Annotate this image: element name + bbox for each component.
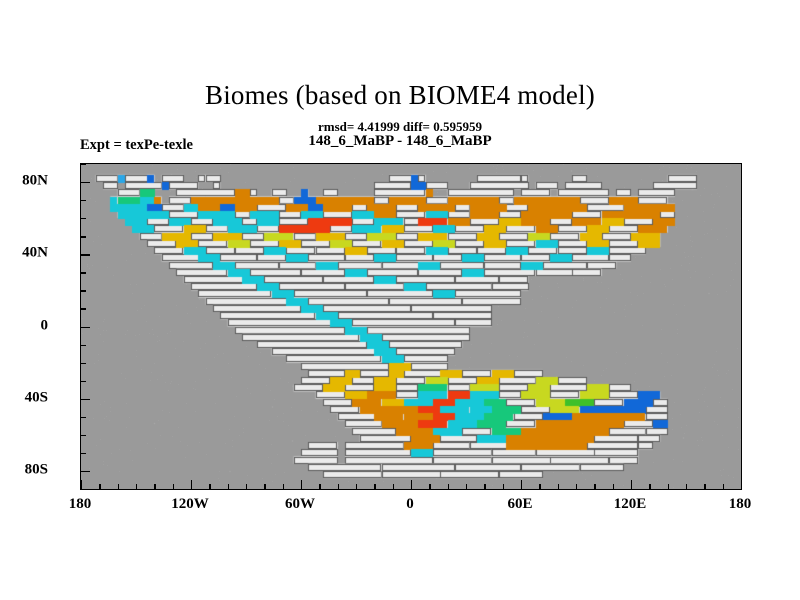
y-minor-tick [81, 272, 86, 274]
x-minor-tick [209, 484, 211, 489]
x-minor-tick [722, 484, 724, 489]
x-minor-tick [539, 484, 541, 489]
x-minor-tick [466, 484, 468, 489]
y-axis-tick-label: 80N [22, 172, 48, 189]
y-axis-tick-label: 40S [24, 389, 48, 406]
x-major-tick [81, 480, 83, 489]
x-minor-tick [392, 484, 394, 489]
x-minor-tick [557, 484, 559, 489]
statistics-annotation: rmsd= 4.41999 diff= 0.595959 [318, 119, 482, 134]
x-minor-tick [686, 484, 688, 489]
y-minor-tick [81, 452, 86, 455]
x-minor-tick [99, 484, 101, 489]
x-minor-tick [227, 484, 229, 489]
x-minor-tick [319, 484, 321, 489]
x-axis-tick-label: 60W [285, 496, 315, 512]
x-major-tick [191, 480, 193, 489]
x-axis-tick-label: 120W [171, 496, 209, 512]
x-minor-tick [447, 484, 449, 489]
y-minor-tick [81, 218, 86, 220]
y-minor-tick [81, 308, 86, 310]
y-major-tick [81, 254, 90, 256]
y-minor-tick [81, 290, 86, 292]
x-minor-tick [594, 484, 596, 489]
y-minor-tick [81, 164, 86, 166]
y-axis-tick-label: 0 [40, 317, 49, 333]
x-minor-tick [576, 484, 578, 489]
x-minor-tick [484, 484, 486, 489]
y-minor-tick [81, 344, 86, 346]
x-axis-tick-label: 120E [613, 496, 647, 512]
x-minor-tick [246, 484, 248, 489]
x-major-tick [741, 480, 743, 489]
x-major-tick [411, 480, 413, 489]
x-major-tick [631, 480, 633, 489]
x-axis-tick-label: 60E [507, 496, 533, 512]
x-minor-tick [337, 484, 339, 489]
y-major-tick [81, 182, 90, 184]
y-minor-tick [81, 236, 86, 238]
x-minor-tick [429, 484, 431, 489]
x-minor-tick [374, 484, 376, 489]
y-minor-tick [81, 362, 86, 364]
y-major-tick [81, 326, 90, 328]
y-minor-tick [81, 489, 86, 491]
x-major-tick [301, 480, 303, 489]
x-minor-tick [136, 484, 138, 489]
x-minor-tick [282, 484, 284, 489]
x-minor-tick [154, 484, 156, 489]
x-major-tick [521, 480, 523, 489]
x-minor-tick [612, 484, 614, 489]
y-minor-tick [81, 434, 86, 437]
x-minor-tick [172, 484, 174, 489]
y-axis-tick-label: 80S [24, 461, 48, 478]
x-axis-tick-label: 180 [68, 496, 92, 512]
page-title: Biomes (based on BIOME4 model) [205, 80, 595, 110]
biome-grid-canvas [81, 164, 741, 489]
x-minor-tick [502, 484, 504, 489]
x-minor-tick [117, 484, 119, 489]
period-comparison-label: 148_6_MaBP - 148_6_MaBP [308, 133, 492, 149]
y-minor-tick [81, 380, 86, 382]
y-minor-tick [81, 200, 86, 202]
experiment-label: Expt = texPe-texle [80, 137, 193, 153]
y-major-tick [81, 470, 90, 473]
x-minor-tick [649, 484, 651, 489]
x-minor-tick [667, 484, 669, 489]
x-minor-tick [264, 484, 266, 489]
map-plot-area [80, 163, 743, 491]
y-major-tick [81, 398, 90, 401]
x-minor-tick [704, 484, 706, 489]
x-axis-tick-label: 180 [728, 496, 752, 512]
y-minor-tick [81, 416, 86, 419]
x-axis-tick-label: 0 [406, 496, 414, 512]
x-minor-tick [356, 484, 358, 489]
y-axis-tick-label: 40N [22, 244, 48, 261]
